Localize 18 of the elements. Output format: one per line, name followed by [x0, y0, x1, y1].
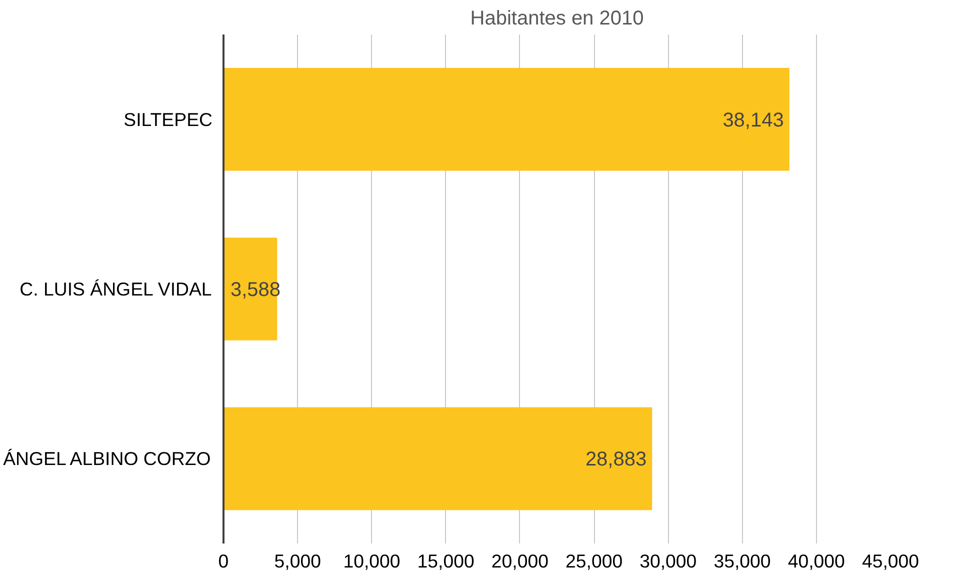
x-tick-label: 35,000: [714, 550, 771, 572]
x-tick-label: 5,000: [274, 550, 321, 572]
data-label: 28,883: [585, 448, 647, 471]
x-tick-label: 40,000: [788, 550, 845, 572]
x-tick-label: 0: [218, 550, 229, 572]
bar: [224, 407, 652, 510]
x-tick-label: 10,000: [343, 550, 400, 572]
chart-title: Habitantes en 2010: [470, 8, 644, 30]
x-tick-label: 30,000: [640, 550, 697, 572]
y-tick-label: ÁNGEL ALBINO CORZO: [3, 448, 211, 470]
x-tick-label: 15,000: [417, 550, 474, 572]
bar: [224, 68, 790, 171]
y-tick-label: C. LUIS ÁNGEL VIDAL: [20, 278, 212, 300]
x-tick-label: 20,000: [491, 550, 548, 572]
y-tick-label: SILTEPEC: [124, 108, 213, 130]
data-label: 38,143: [722, 109, 784, 132]
x-tick-label: 45,000: [862, 550, 920, 572]
x-tick-label: 25,000: [566, 550, 623, 572]
